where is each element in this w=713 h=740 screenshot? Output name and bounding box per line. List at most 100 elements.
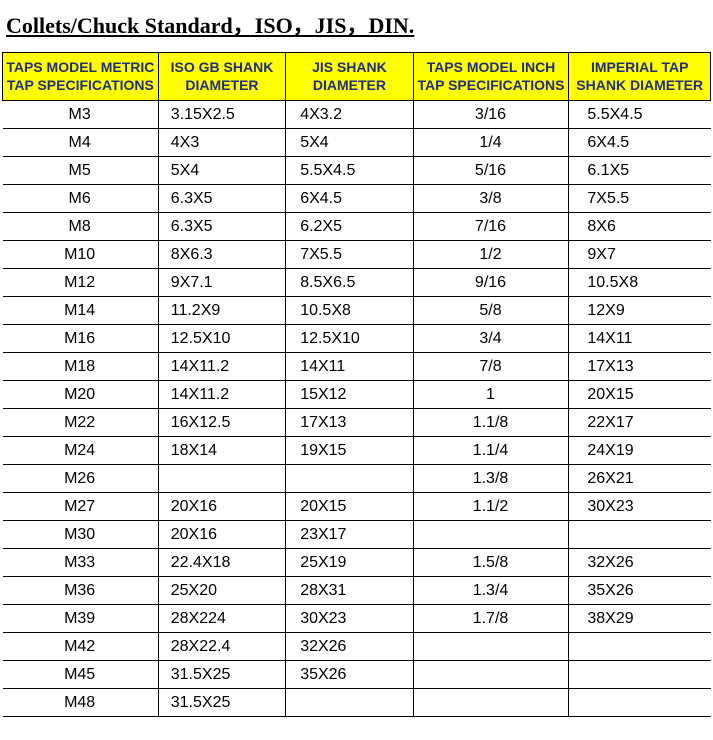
table-row: M86.3X56.2X57/168X6 bbox=[3, 213, 711, 241]
table-cell: M36 bbox=[3, 577, 159, 605]
table-cell: 1.3/8 bbox=[413, 465, 569, 493]
table-cell: 8X6.3 bbox=[158, 241, 285, 269]
table-cell: 8.5X6.5 bbox=[286, 269, 413, 297]
table-cell: 25X20 bbox=[158, 577, 285, 605]
table-cell: 14X11 bbox=[286, 353, 413, 381]
col-header-jis: JIS SHANK DIAMETER bbox=[286, 53, 413, 101]
col-header-iso-gb: ISO GB SHANK DIAMETER bbox=[158, 53, 285, 101]
table-cell: 1 bbox=[413, 381, 569, 409]
col-header-imperial: IMPERIAL TAP SHANK DIAMETER bbox=[569, 53, 711, 101]
table-cell: 1.1/4 bbox=[413, 437, 569, 465]
table-cell bbox=[413, 521, 569, 549]
table-cell: M20 bbox=[3, 381, 159, 409]
table-cell: 25X19 bbox=[286, 549, 413, 577]
table-row: M4531.5X2535X26 bbox=[3, 661, 711, 689]
table-cell: 3/4 bbox=[413, 325, 569, 353]
table-row: M1814X11.214X117/817X13 bbox=[3, 353, 711, 381]
table-cell: 5.5X4.5 bbox=[286, 157, 413, 185]
table-row: M108X6.37X5.51/29X7 bbox=[3, 241, 711, 269]
table-row: M2418X1419X151.1/424X19 bbox=[3, 437, 711, 465]
table-cell: 28X22.4 bbox=[158, 633, 285, 661]
table-cell: M39 bbox=[3, 605, 159, 633]
table-cell: 6.3X5 bbox=[158, 213, 285, 241]
table-body: M33.15X2.54X3.23/165.5X4.5M44X35X41/46X4… bbox=[3, 101, 711, 717]
table-cell: 16X12.5 bbox=[158, 409, 285, 437]
table-cell: 20X15 bbox=[569, 381, 711, 409]
table-row: M2720X1620X151.1/230X23 bbox=[3, 493, 711, 521]
table-cell: 28X31 bbox=[286, 577, 413, 605]
table-cell: 6.1X5 bbox=[569, 157, 711, 185]
table-cell: 6.2X5 bbox=[286, 213, 413, 241]
table-cell: 10.5X8 bbox=[569, 269, 711, 297]
table-cell: 4X3.2 bbox=[286, 101, 413, 129]
table-cell: 7X5.5 bbox=[569, 185, 711, 213]
table-cell: M8 bbox=[3, 213, 159, 241]
table-row: M55X45.5X4.55/166.1X5 bbox=[3, 157, 711, 185]
table-cell: 20X16 bbox=[158, 521, 285, 549]
table-cell: 31.5X25 bbox=[158, 689, 285, 717]
table-row: M1411.2X910.5X85/812X9 bbox=[3, 297, 711, 325]
col-header-metric-tap: TAPS MODEL METRIC TAP SPECIFICATIONS bbox=[3, 53, 159, 101]
spec-table: TAPS MODEL METRIC TAP SPECIFICATIONS ISO… bbox=[2, 52, 711, 717]
table-cell: 5X4 bbox=[286, 129, 413, 157]
table-cell: 1.7/8 bbox=[413, 605, 569, 633]
table-cell: 35X26 bbox=[569, 577, 711, 605]
table-cell: 12.5X10 bbox=[286, 325, 413, 353]
table-cell: 7X5.5 bbox=[286, 241, 413, 269]
table-row: M4831.5X25 bbox=[3, 689, 711, 717]
table-header-row: TAPS MODEL METRIC TAP SPECIFICATIONS ISO… bbox=[3, 53, 711, 101]
table-cell: 19X15 bbox=[286, 437, 413, 465]
table-cell: 6X4.5 bbox=[286, 185, 413, 213]
table-cell bbox=[413, 633, 569, 661]
table-cell: 9X7 bbox=[569, 241, 711, 269]
table-cell: 9X7.1 bbox=[158, 269, 285, 297]
table-cell: 3/8 bbox=[413, 185, 569, 213]
table-cell: M24 bbox=[3, 437, 159, 465]
table-cell: 20X16 bbox=[158, 493, 285, 521]
table-cell: 14X11.2 bbox=[158, 353, 285, 381]
table-cell: 1.5/8 bbox=[413, 549, 569, 577]
table-cell bbox=[286, 465, 413, 493]
table-cell: 32X26 bbox=[569, 549, 711, 577]
table-cell: 14X11.2 bbox=[158, 381, 285, 409]
table-cell: 22X17 bbox=[569, 409, 711, 437]
table-cell: 14X11 bbox=[569, 325, 711, 353]
table-cell: 12.5X10 bbox=[158, 325, 285, 353]
table-cell: M22 bbox=[3, 409, 159, 437]
table-cell: M33 bbox=[3, 549, 159, 577]
table-row: M261.3/826X21 bbox=[3, 465, 711, 493]
table-cell bbox=[569, 689, 711, 717]
table-cell: 1.3/4 bbox=[413, 577, 569, 605]
table-cell: 9/16 bbox=[413, 269, 569, 297]
table-cell: 3/16 bbox=[413, 101, 569, 129]
table-cell: M48 bbox=[3, 689, 159, 717]
table-cell: M12 bbox=[3, 269, 159, 297]
table-cell: 17X13 bbox=[569, 353, 711, 381]
table-row: M4228X22.432X26 bbox=[3, 633, 711, 661]
table-cell: 1.1/8 bbox=[413, 409, 569, 437]
table-row: M2014X11.215X12120X15 bbox=[3, 381, 711, 409]
table-cell: M27 bbox=[3, 493, 159, 521]
table-cell: 1/2 bbox=[413, 241, 569, 269]
table-row: M33.15X2.54X3.23/165.5X4.5 bbox=[3, 101, 711, 129]
table-row: M66.3X56X4.53/87X5.5 bbox=[3, 185, 711, 213]
table-cell: M5 bbox=[3, 157, 159, 185]
table-cell: M6 bbox=[3, 185, 159, 213]
table-cell: 20X15 bbox=[286, 493, 413, 521]
table-cell: 8X6 bbox=[569, 213, 711, 241]
table-cell: 4X3 bbox=[158, 129, 285, 157]
table-cell: 5/8 bbox=[413, 297, 569, 325]
table-cell: 17X13 bbox=[286, 409, 413, 437]
table-row: M44X35X41/46X4.5 bbox=[3, 129, 711, 157]
table-cell: 15X12 bbox=[286, 381, 413, 409]
table-cell: M4 bbox=[3, 129, 159, 157]
table-cell: 5.5X4.5 bbox=[569, 101, 711, 129]
table-cell: 23X17 bbox=[286, 521, 413, 549]
table-cell bbox=[158, 465, 285, 493]
table-cell: 5X4 bbox=[158, 157, 285, 185]
table-cell: 1.1/2 bbox=[413, 493, 569, 521]
table-cell: 38X29 bbox=[569, 605, 711, 633]
table-cell: 6.3X5 bbox=[158, 185, 285, 213]
table-cell: 22.4X18 bbox=[158, 549, 285, 577]
table-cell: 24X19 bbox=[569, 437, 711, 465]
